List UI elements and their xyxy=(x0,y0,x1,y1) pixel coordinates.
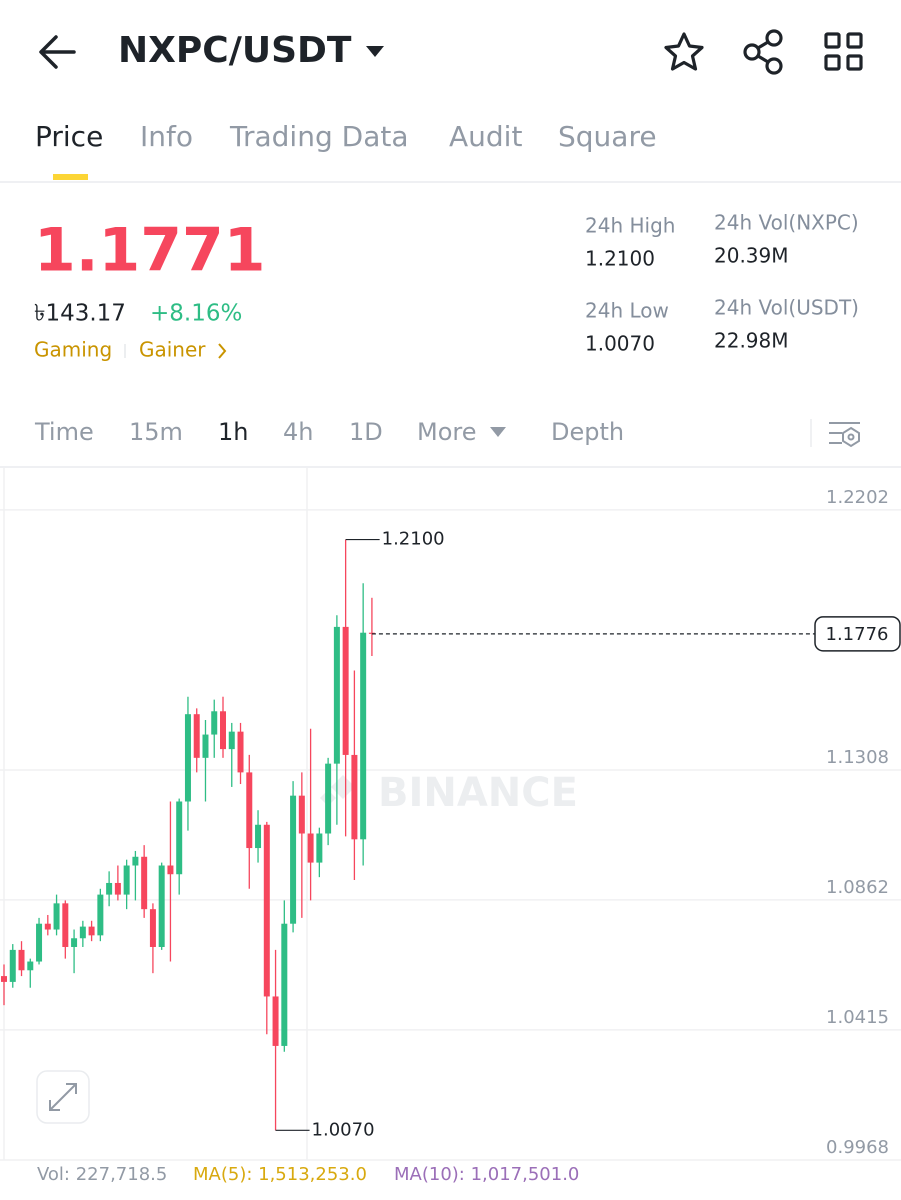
candle-body xyxy=(114,882,121,895)
interval-option[interactable]: More xyxy=(417,418,477,446)
more-dropdown[interactable] xyxy=(490,427,506,437)
interval-option[interactable]: Depth xyxy=(551,418,624,446)
stat-value: 20.39M xyxy=(714,244,789,268)
candle-body xyxy=(220,711,226,750)
candle-body xyxy=(36,923,43,962)
candle-body xyxy=(272,996,279,1046)
candle-body xyxy=(88,926,95,936)
candle-body xyxy=(79,926,86,939)
interval-option[interactable]: 4h xyxy=(283,418,313,446)
interval-option[interactable]: 1D xyxy=(349,418,383,446)
candle-body xyxy=(255,824,262,849)
share-icon[interactable] xyxy=(743,29,783,75)
candle-body xyxy=(44,923,51,930)
y-tick-label: 1.0415 xyxy=(826,1007,889,1028)
candle-body xyxy=(281,923,288,1046)
last-price-box xyxy=(814,616,901,652)
candle-body xyxy=(246,772,253,849)
chart-settings-icon[interactable] xyxy=(829,422,860,448)
interval-option[interactable]: 15m xyxy=(129,418,183,446)
stat-label: 24h Vol(NXPC) xyxy=(714,211,859,235)
back-button[interactable] xyxy=(39,35,76,69)
tag-chevron xyxy=(218,343,227,359)
stat-value: 22.98M xyxy=(714,329,789,353)
last-price: 1.1771 xyxy=(34,216,266,286)
candle-body xyxy=(202,734,209,758)
y-tick-label: 0.9968 xyxy=(826,1137,889,1158)
tab[interactable]: Trading Data xyxy=(229,120,409,153)
stat-label: 24h High xyxy=(585,214,675,238)
candle-body xyxy=(18,949,25,971)
interval-option[interactable]: 1h xyxy=(218,418,248,446)
candle-body xyxy=(228,731,235,750)
candle-body xyxy=(237,731,244,773)
candle-body xyxy=(132,856,139,866)
candle-body xyxy=(298,795,305,834)
stat-value: 1.2100 xyxy=(585,247,655,271)
candle-body xyxy=(307,833,314,863)
candle-body xyxy=(167,865,174,875)
candle-body xyxy=(263,824,270,997)
tab-bar: Price Info Trading Data Audit Square xyxy=(35,120,657,153)
candle-body xyxy=(106,882,113,895)
candle-body xyxy=(342,626,349,755)
ma5-label: MA(5): 1,513,253.0 xyxy=(193,1164,367,1185)
candlestick-chart: 0.9968 1.0415 1.0862 1.1308 1.2202 BINANCE 1.2… xyxy=(0,468,901,1161)
candle-body xyxy=(211,711,218,735)
volume-label: Vol: 227,718.5 xyxy=(37,1164,167,1185)
candle-body xyxy=(158,865,165,947)
low-marker-label: 1.0070 xyxy=(312,1119,375,1140)
candle-body xyxy=(316,833,323,863)
fiat-price: ৳143.17 xyxy=(34,301,126,327)
candle-body xyxy=(193,714,200,758)
stats: 24h High 1.2100 24h Vol(NXPC) 20.39M 24h… xyxy=(585,211,859,356)
candle-body xyxy=(53,903,60,930)
tab[interactable]: Info xyxy=(140,120,193,153)
high-marker-label: 1.2100 xyxy=(382,529,445,550)
tag[interactable]: Gainer xyxy=(139,338,206,362)
stat-label: 24h Low xyxy=(585,299,669,323)
interval-bar: Time 15m 1h 4h 1D More Depth xyxy=(34,418,624,446)
candle-body xyxy=(184,714,191,802)
candle-body xyxy=(97,894,104,936)
tab[interactable]: Price xyxy=(35,120,103,153)
candle-body xyxy=(290,795,297,924)
tag[interactable]: Gaming xyxy=(34,338,112,362)
stat-label: 24h Vol(USDT) xyxy=(714,296,859,320)
tab-indicator xyxy=(53,174,88,180)
candle-body xyxy=(1,976,7,982)
candle-body xyxy=(333,626,340,764)
candle-body xyxy=(27,961,34,971)
candle-body xyxy=(325,763,332,834)
tab[interactable]: Audit xyxy=(449,120,522,153)
y-tick-label: 1.1308 xyxy=(826,747,889,768)
stat-value: 1.0070 xyxy=(585,332,655,356)
candle-body xyxy=(62,903,69,947)
candle-body xyxy=(149,909,156,947)
candle-body xyxy=(9,949,16,982)
price-change: +8.16% xyxy=(150,301,242,327)
tab[interactable]: Square xyxy=(558,120,657,153)
candle-body xyxy=(71,938,78,947)
watermark: BINANCE xyxy=(378,770,578,816)
favorite-icon[interactable] xyxy=(664,32,704,71)
candle-body xyxy=(123,865,130,895)
expand-button[interactable] xyxy=(36,1070,90,1124)
y-tick-label: 1.2202 xyxy=(826,487,889,508)
candle-body xyxy=(351,754,358,840)
candle-body xyxy=(176,801,183,875)
pair-dropdown[interactable] xyxy=(366,46,384,57)
menu-icon[interactable] xyxy=(824,32,863,71)
candle-body xyxy=(360,632,367,840)
ma10-label: MA(10): 1,017,501.0 xyxy=(394,1164,579,1185)
candle-body xyxy=(141,856,148,910)
pair-title[interactable]: NXPC/USDT xyxy=(118,30,352,71)
last-price-label: 1.1776 xyxy=(826,624,889,645)
interval-option[interactable]: Time xyxy=(34,418,94,446)
y-tick-label: 1.0862 xyxy=(826,877,889,898)
